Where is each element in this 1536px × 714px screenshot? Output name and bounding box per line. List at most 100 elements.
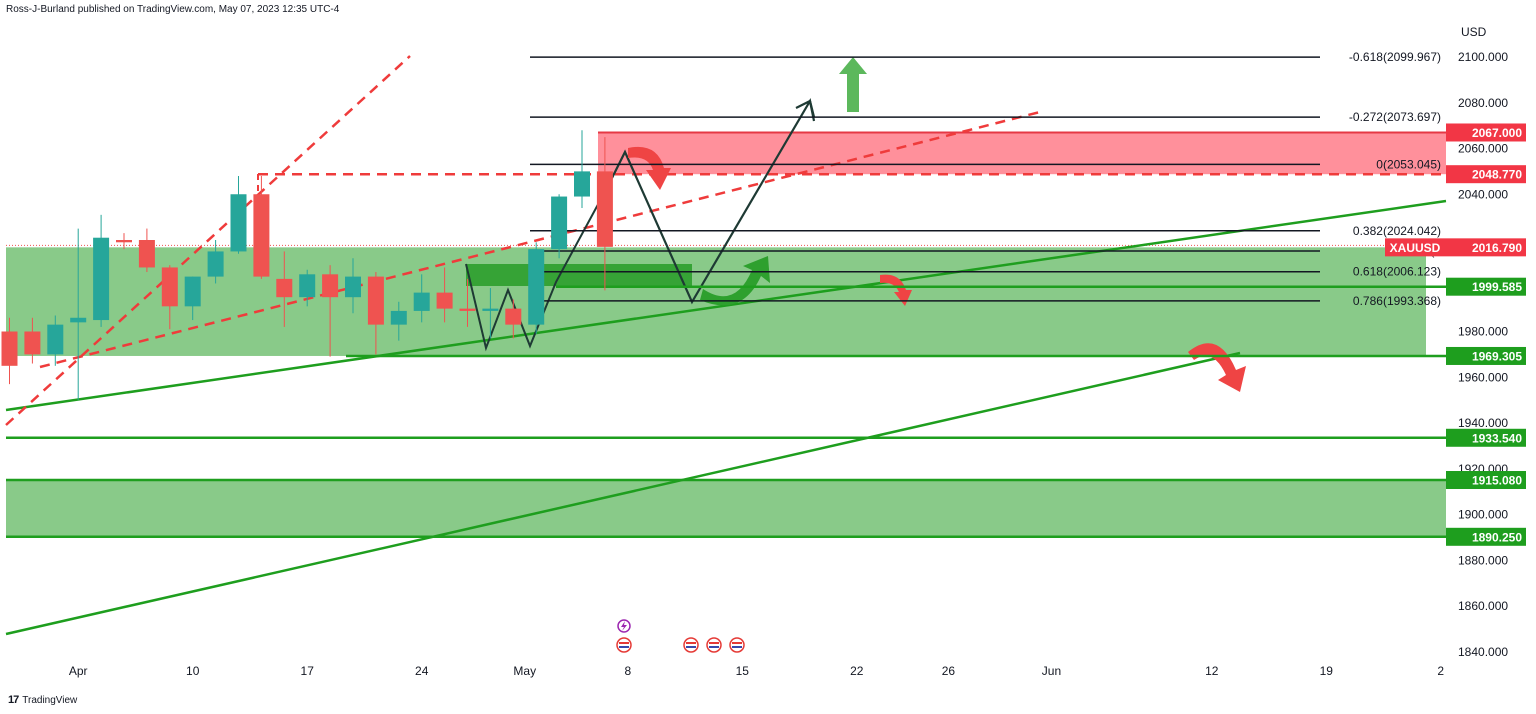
candle [482,288,499,339]
date-tick-label: 26 [942,664,956,678]
candle [367,272,384,355]
date-tick-label: 22 [850,664,864,678]
price-badge: 1915.080 [1446,471,1526,490]
candle [70,228,87,401]
publisher-caption: Ross-J-Burland published on TradingView.… [6,4,340,15]
projection-arrowhead [795,99,816,118]
date-tick-label: Jun [1042,664,1061,678]
price-tick-label: 1880.000 [1458,553,1508,567]
candle [161,265,178,330]
candle [596,137,613,291]
candle-body [345,276,361,298]
price-badge-label: 2048.770 [1472,168,1522,182]
price-badge-label: 2067.000 [1472,126,1522,140]
price-badge-bg [1446,277,1526,296]
price-badge-label: 1915.080 [1472,474,1522,488]
price-badge: 1890.250 [1446,527,1526,546]
candle [574,130,590,208]
green-curved-arrow-icon [700,256,770,306]
price-badge-label: 1969.305 [1472,349,1522,363]
price-badge-label: 1933.540 [1472,431,1522,445]
candle [276,251,293,327]
event-us-flag-icon[interactable] [706,637,722,653]
candle-body [1,331,18,366]
candle-body [390,310,407,325]
price-tick-label: 1860.000 [1458,599,1508,613]
price-tick-label: 1960.000 [1458,370,1508,384]
candle-body [436,292,453,309]
upper-trendline [5,199,1447,412]
event-us-flag-icon[interactable] [616,637,632,653]
candle-body [207,251,224,277]
fib-level-label: -0.618(2099.967) [1349,50,1441,64]
consolidation-box [466,264,692,286]
price-badge: 2048.770 [1446,165,1526,184]
candles-layer [1,130,613,401]
price-badge-bg [1446,471,1526,490]
price-axis[interactable]: USD 2100.000 2080.000 2060.000 2040.000 1980… [1458,25,1508,659]
candle [253,175,270,279]
lower-trendline [5,351,1241,636]
price-badge-bg [1446,428,1526,447]
price-badge: 2067.000 [1446,123,1526,142]
date-tick-label: 19 [1320,664,1334,678]
candle [390,301,407,341]
time-axis[interactable]: Apr 10 17 24 May 8 15 22 26 Jun 12 19 2 [69,664,1445,678]
candle [207,240,224,284]
fib-level-label: 0(2053.045) [1376,157,1441,171]
fib-level-label: 0.618(2006.123) [1353,265,1441,279]
candle [413,274,430,323]
price-tick-label: 2060.000 [1458,142,1508,156]
symbol-badge-label: XAUUSD [1390,241,1441,255]
candle-body [505,308,522,325]
date-tick-label: May [513,664,536,678]
candle [505,299,522,339]
date-tick-label: 10 [186,664,200,678]
candle-body [459,308,476,311]
footer-brand: 17 TradingView [8,694,77,706]
date-tick-label: 2 [1437,664,1444,678]
candle-body [482,308,499,311]
price-tick-label: 2100.000 [1458,50,1508,64]
event-us-flag-icon[interactable] [683,637,699,653]
date-tick-label: 24 [415,664,429,678]
candle-body [230,194,247,252]
green-zone [6,480,1446,537]
candle-body [47,324,64,355]
event-us-flag-icon[interactable] [729,637,745,653]
fib-level-label: -0.272(2073.697) [1349,110,1441,124]
red-dashed-rising-line [39,110,1041,369]
candle [436,267,453,323]
candle-body [322,274,339,298]
candle-body [596,171,613,247]
candle-body [253,194,270,277]
candle [138,228,155,273]
price-tick-label: 1900.000 [1458,508,1508,522]
candle-body [184,276,201,307]
price-badge-bg [1446,527,1526,546]
price-tick-label: 2040.000 [1458,187,1508,201]
candle [345,258,361,314]
fib-level-label: 0.786(1993.368) [1353,294,1441,308]
price-tick-label: 2080.000 [1458,96,1508,110]
candle [551,194,568,259]
date-tick-label: 8 [624,664,631,678]
price-badge: 2016.790 [1446,238,1526,257]
currency-label: USD [1461,25,1487,39]
candle [116,233,132,250]
price-badge: 1969.305 [1446,346,1526,365]
date-tick-label: 12 [1205,664,1219,678]
candle-body [299,274,316,298]
price-badge-bg [1446,346,1526,365]
candle [230,175,247,254]
red-curved-arrow-mid-icon [880,274,912,306]
event-lightning-icon[interactable] [617,619,631,633]
candle-body [161,267,178,307]
red-zone [598,132,1446,175]
price-badge-bg [1446,123,1526,142]
candle [1,317,18,385]
candle-body [551,196,568,250]
price-tick-label: 1980.000 [1458,325,1508,339]
price-badge-bg [1446,238,1526,257]
